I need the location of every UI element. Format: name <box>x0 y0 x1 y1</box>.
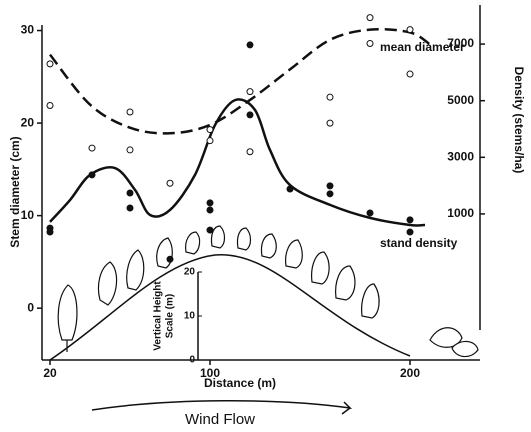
point <box>166 255 174 263</box>
point <box>326 119 334 127</box>
wind-label: Wind Flow <box>185 411 255 428</box>
point <box>46 102 54 110</box>
point <box>246 111 254 119</box>
point <box>246 148 254 156</box>
point <box>88 144 96 152</box>
x-tick-label: 100 <box>200 366 220 380</box>
y2-axis-title: Density (stems/ha) <box>512 67 526 174</box>
point <box>326 93 334 101</box>
point <box>206 137 214 145</box>
point <box>46 228 54 236</box>
point <box>406 70 414 78</box>
y-tick-label: 20 <box>21 115 35 129</box>
height-scale-tick-label: 10 <box>184 311 196 322</box>
height-scale-tick-label: 20 <box>184 267 196 278</box>
x-tick-label: 20 <box>43 366 57 380</box>
point <box>206 226 214 234</box>
point <box>206 206 214 214</box>
height-scale-tick-label: 0 <box>189 355 195 366</box>
point <box>366 40 374 48</box>
point <box>406 228 414 236</box>
point <box>46 60 54 68</box>
point <box>206 199 214 207</box>
point <box>366 14 374 22</box>
point <box>406 26 414 34</box>
point <box>126 204 134 212</box>
hill-illustration <box>49 225 479 361</box>
point <box>88 171 96 179</box>
y2-tick-label: 3000 <box>447 149 474 163</box>
point <box>286 185 294 193</box>
point <box>246 41 254 49</box>
x-axis-title: Distance (m) <box>204 376 276 390</box>
y2-tick-label: 1000 <box>447 206 474 220</box>
curve <box>49 98 426 227</box>
wind-arrow <box>91 399 353 415</box>
point <box>206 126 214 134</box>
point <box>366 209 374 217</box>
point <box>326 182 334 190</box>
y2-tick-label: 7000 <box>447 36 474 50</box>
point <box>126 108 134 116</box>
y2-tick-label: 5000 <box>447 93 474 107</box>
curve <box>49 27 431 135</box>
y-tick-label: 10 <box>21 208 35 222</box>
point <box>126 189 134 197</box>
annotation: mean diameter <box>380 40 465 54</box>
y-tick-label: 0 <box>27 300 34 314</box>
annotation: stand density <box>380 236 458 250</box>
y-tick-label: 30 <box>21 23 35 37</box>
point <box>166 179 174 187</box>
height-scale-label: Vertical Height <box>153 281 164 351</box>
y-axis-title: Stem diameter (cm) <box>8 136 22 247</box>
x-tick-label: 200 <box>400 366 420 380</box>
point <box>406 216 414 224</box>
height-scale-label: Scale (m) <box>165 294 176 338</box>
point <box>246 88 254 96</box>
point <box>326 190 334 198</box>
point <box>126 146 134 154</box>
